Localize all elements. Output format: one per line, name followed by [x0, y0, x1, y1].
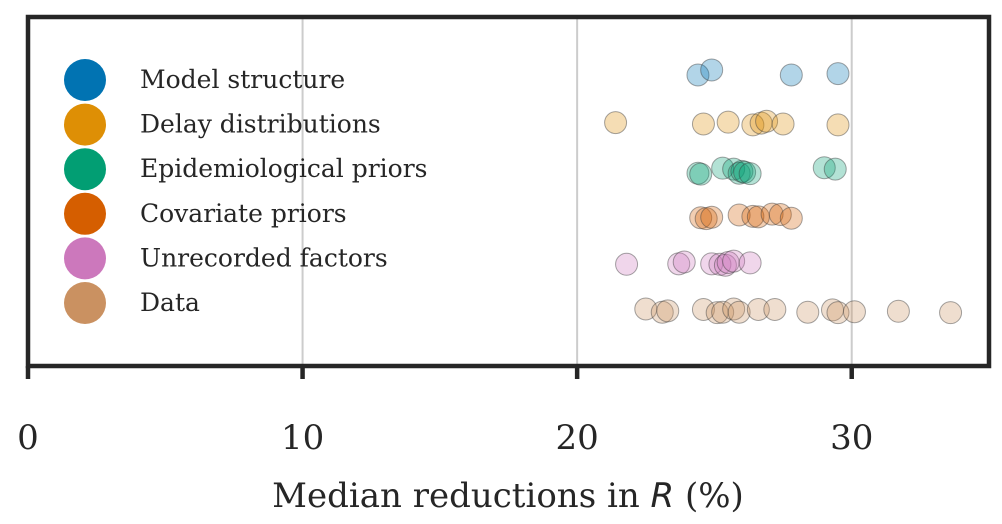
data-point [820, 298, 844, 322]
data-point [779, 206, 803, 230]
legend-label: Covariate priors [140, 199, 347, 228]
data-point [650, 300, 674, 324]
data-points [604, 58, 963, 325]
data-point [779, 63, 803, 87]
series-points [634, 297, 963, 325]
legend-label: Data [140, 288, 200, 317]
x-tick-label: 0 [17, 418, 39, 458]
data-point [716, 250, 740, 274]
data-point [939, 301, 963, 325]
plot-frame [25, 14, 992, 369]
x-tick-label: 30 [830, 418, 873, 458]
legend-label: Epidemiological priors [140, 154, 427, 183]
data-point [812, 156, 836, 180]
data-point [722, 157, 746, 181]
data-point [672, 250, 696, 274]
data-point [755, 109, 779, 133]
data-point [727, 161, 751, 185]
data-point [768, 203, 792, 227]
data-point [741, 113, 765, 137]
x-axis-label: Median reductions in R (%) [272, 476, 744, 516]
data-point [667, 252, 691, 276]
legend: Model structure Delay distributions Epidem… [64, 59, 427, 324]
series-points [615, 249, 762, 277]
data-point [763, 297, 787, 321]
x-tick-label: 20 [556, 418, 599, 458]
legend-marker [64, 59, 106, 101]
data-point [826, 62, 850, 86]
data-point [700, 252, 724, 276]
data-point [689, 206, 713, 230]
legend-marker [64, 282, 106, 324]
legend-label: Unrecorded factors [140, 243, 388, 272]
data-point [634, 297, 658, 321]
data-point [796, 300, 820, 324]
data-point [823, 157, 847, 181]
data-point [749, 111, 773, 135]
data-point [656, 299, 680, 323]
data-point [722, 297, 746, 321]
data-point [713, 253, 737, 277]
data-point [826, 301, 850, 325]
series-points [604, 109, 850, 137]
data-point [741, 204, 765, 228]
data-point [746, 297, 770, 321]
data-point [711, 300, 735, 324]
data-point [760, 202, 784, 226]
data-point [615, 252, 639, 276]
data-point [700, 58, 724, 82]
data-point [689, 162, 713, 186]
data-point [700, 205, 724, 229]
legend-label: Model structure [140, 65, 345, 94]
data-point [686, 161, 710, 185]
data-point [691, 112, 715, 136]
series-points [686, 58, 850, 87]
series-points [689, 202, 803, 231]
data-point [604, 111, 628, 135]
data-point [886, 299, 910, 323]
data-point [746, 205, 770, 229]
data-point [826, 113, 850, 137]
data-point [727, 203, 751, 227]
data-point [738, 162, 762, 186]
x-axis-label-prefix: Median reductions in [272, 476, 650, 516]
data-point [733, 160, 757, 184]
x-axis-label-variable: R [651, 476, 675, 516]
x-axis-ticks: 0 10 20 30 [17, 366, 873, 458]
legend-marker [64, 148, 106, 191]
data-point [722, 249, 746, 273]
data-point [694, 207, 718, 231]
gridlines [301, 17, 853, 366]
data-point [705, 301, 729, 325]
data-point [771, 112, 795, 136]
data-point [738, 251, 762, 275]
x-axis-label-suffix: (%) [674, 476, 744, 516]
legend-label: Delay distributions [140, 110, 381, 139]
data-point [691, 297, 715, 321]
legend-marker [64, 103, 106, 146]
series-points [686, 156, 847, 186]
data-point [686, 63, 710, 87]
data-point [716, 110, 740, 134]
x-tick-label: 10 [281, 418, 324, 458]
legend-marker [64, 237, 106, 280]
data-point [730, 159, 754, 183]
data-point [711, 156, 735, 180]
data-point [842, 300, 866, 324]
legend-marker [64, 192, 106, 235]
data-point [727, 300, 751, 324]
data-point [708, 252, 732, 276]
